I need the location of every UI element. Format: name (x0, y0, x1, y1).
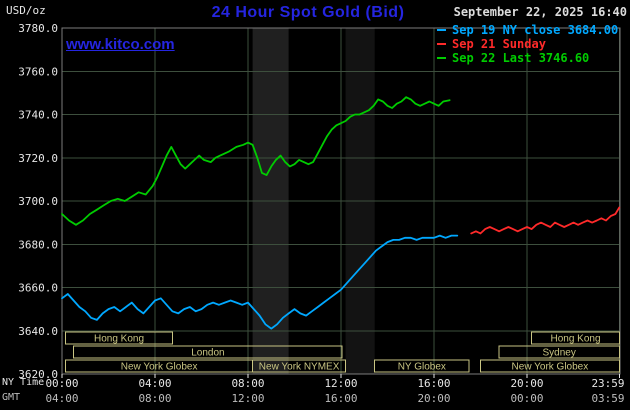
session-label: Sydney (543, 348, 576, 359)
x-tick-label-gmt: 00:00 (510, 392, 543, 405)
session-box (73, 345, 343, 359)
session-label: New York Globex (121, 362, 198, 373)
x-tick-label-gmt: 08:00 (138, 392, 171, 405)
legend-item-label: Sep 21 Sunday (452, 37, 546, 51)
session-label: New York NYMEX (259, 362, 340, 373)
y-tick-label: 3780.0 (18, 22, 58, 35)
legend-item: Sep 19 NY close 3684.00 (437, 23, 618, 37)
series-line-sep19 (61, 234, 459, 330)
legend-dash-icon (437, 57, 446, 59)
x-tick-label-ny: 04:00 (138, 377, 171, 390)
x-tick-label-gmt: 20:00 (417, 392, 450, 405)
x-tick-label-ny: 20:00 (510, 377, 543, 390)
session-box (65, 331, 173, 345)
legend-item: Sep 22 Last 3746.60 (437, 51, 618, 65)
x-axis-row-label-gmt: GMT (2, 392, 21, 403)
session-box (531, 331, 620, 345)
x-tick-label-ny: 08:00 (231, 377, 264, 390)
legend-item-label: Sep 22 Last 3746.60 (452, 51, 590, 65)
chart-title: 24 Hour Spot Gold (Bid) (211, 4, 405, 21)
session-box (498, 345, 620, 359)
session-label: New York Globex (512, 362, 589, 373)
y-tick-label: 3680.0 (18, 238, 58, 251)
legend-dash-icon (437, 29, 446, 31)
x-tick-label-gmt: 03:59 (591, 392, 624, 405)
y-tick-label: 3660.0 (18, 282, 58, 295)
series-line-sep22 (61, 96, 451, 226)
x-tick-label-gmt: 12:00 (231, 392, 264, 405)
session-label: London (191, 348, 224, 359)
x-tick-label-gmt: 04:00 (45, 392, 78, 405)
x-tick-label-gmt: 16:00 (324, 392, 357, 405)
y-axis-units-label: USD/oz (6, 4, 46, 17)
session-label: NY Globex (398, 362, 446, 373)
legend-item-label: Sep 19 NY close 3684.00 (452, 23, 619, 37)
y-tick-label: 3700.0 (18, 195, 58, 208)
y-tick-label: 3620.0 (18, 368, 58, 381)
legend-item: Sep 21 Sunday (437, 37, 618, 51)
x-tick-label-ny: 00:00 (45, 377, 78, 390)
y-tick-label: 3720.0 (18, 152, 58, 165)
y-tick-label: 3760.0 (18, 65, 58, 78)
y-tick-label: 3740.0 (18, 109, 58, 122)
series-line-sep21 (470, 206, 621, 235)
session-label: Hong Kong (94, 334, 144, 345)
kitco-watermark-link[interactable]: www.kitco.com (66, 36, 175, 53)
session-label: Hong Kong (550, 334, 600, 345)
legend: Sep 19 NY close 3684.00 Sep 21 Sunday Se… (437, 23, 618, 65)
x-axis-row-label-ny-time: NY Time (2, 377, 45, 388)
session-box (374, 359, 470, 373)
x-tick-label-ny: 12:00 (324, 377, 357, 390)
datetime-label: September 22, 2025 16:40 (453, 5, 627, 19)
y-tick-label: 3640.0 (18, 325, 58, 338)
x-tick-label-ny: 16:00 (417, 377, 450, 390)
session-box (480, 359, 620, 373)
legend-dash-icon (437, 43, 446, 45)
x-tick-label-ny: 23:59 (591, 377, 624, 390)
session-box (252, 359, 347, 373)
